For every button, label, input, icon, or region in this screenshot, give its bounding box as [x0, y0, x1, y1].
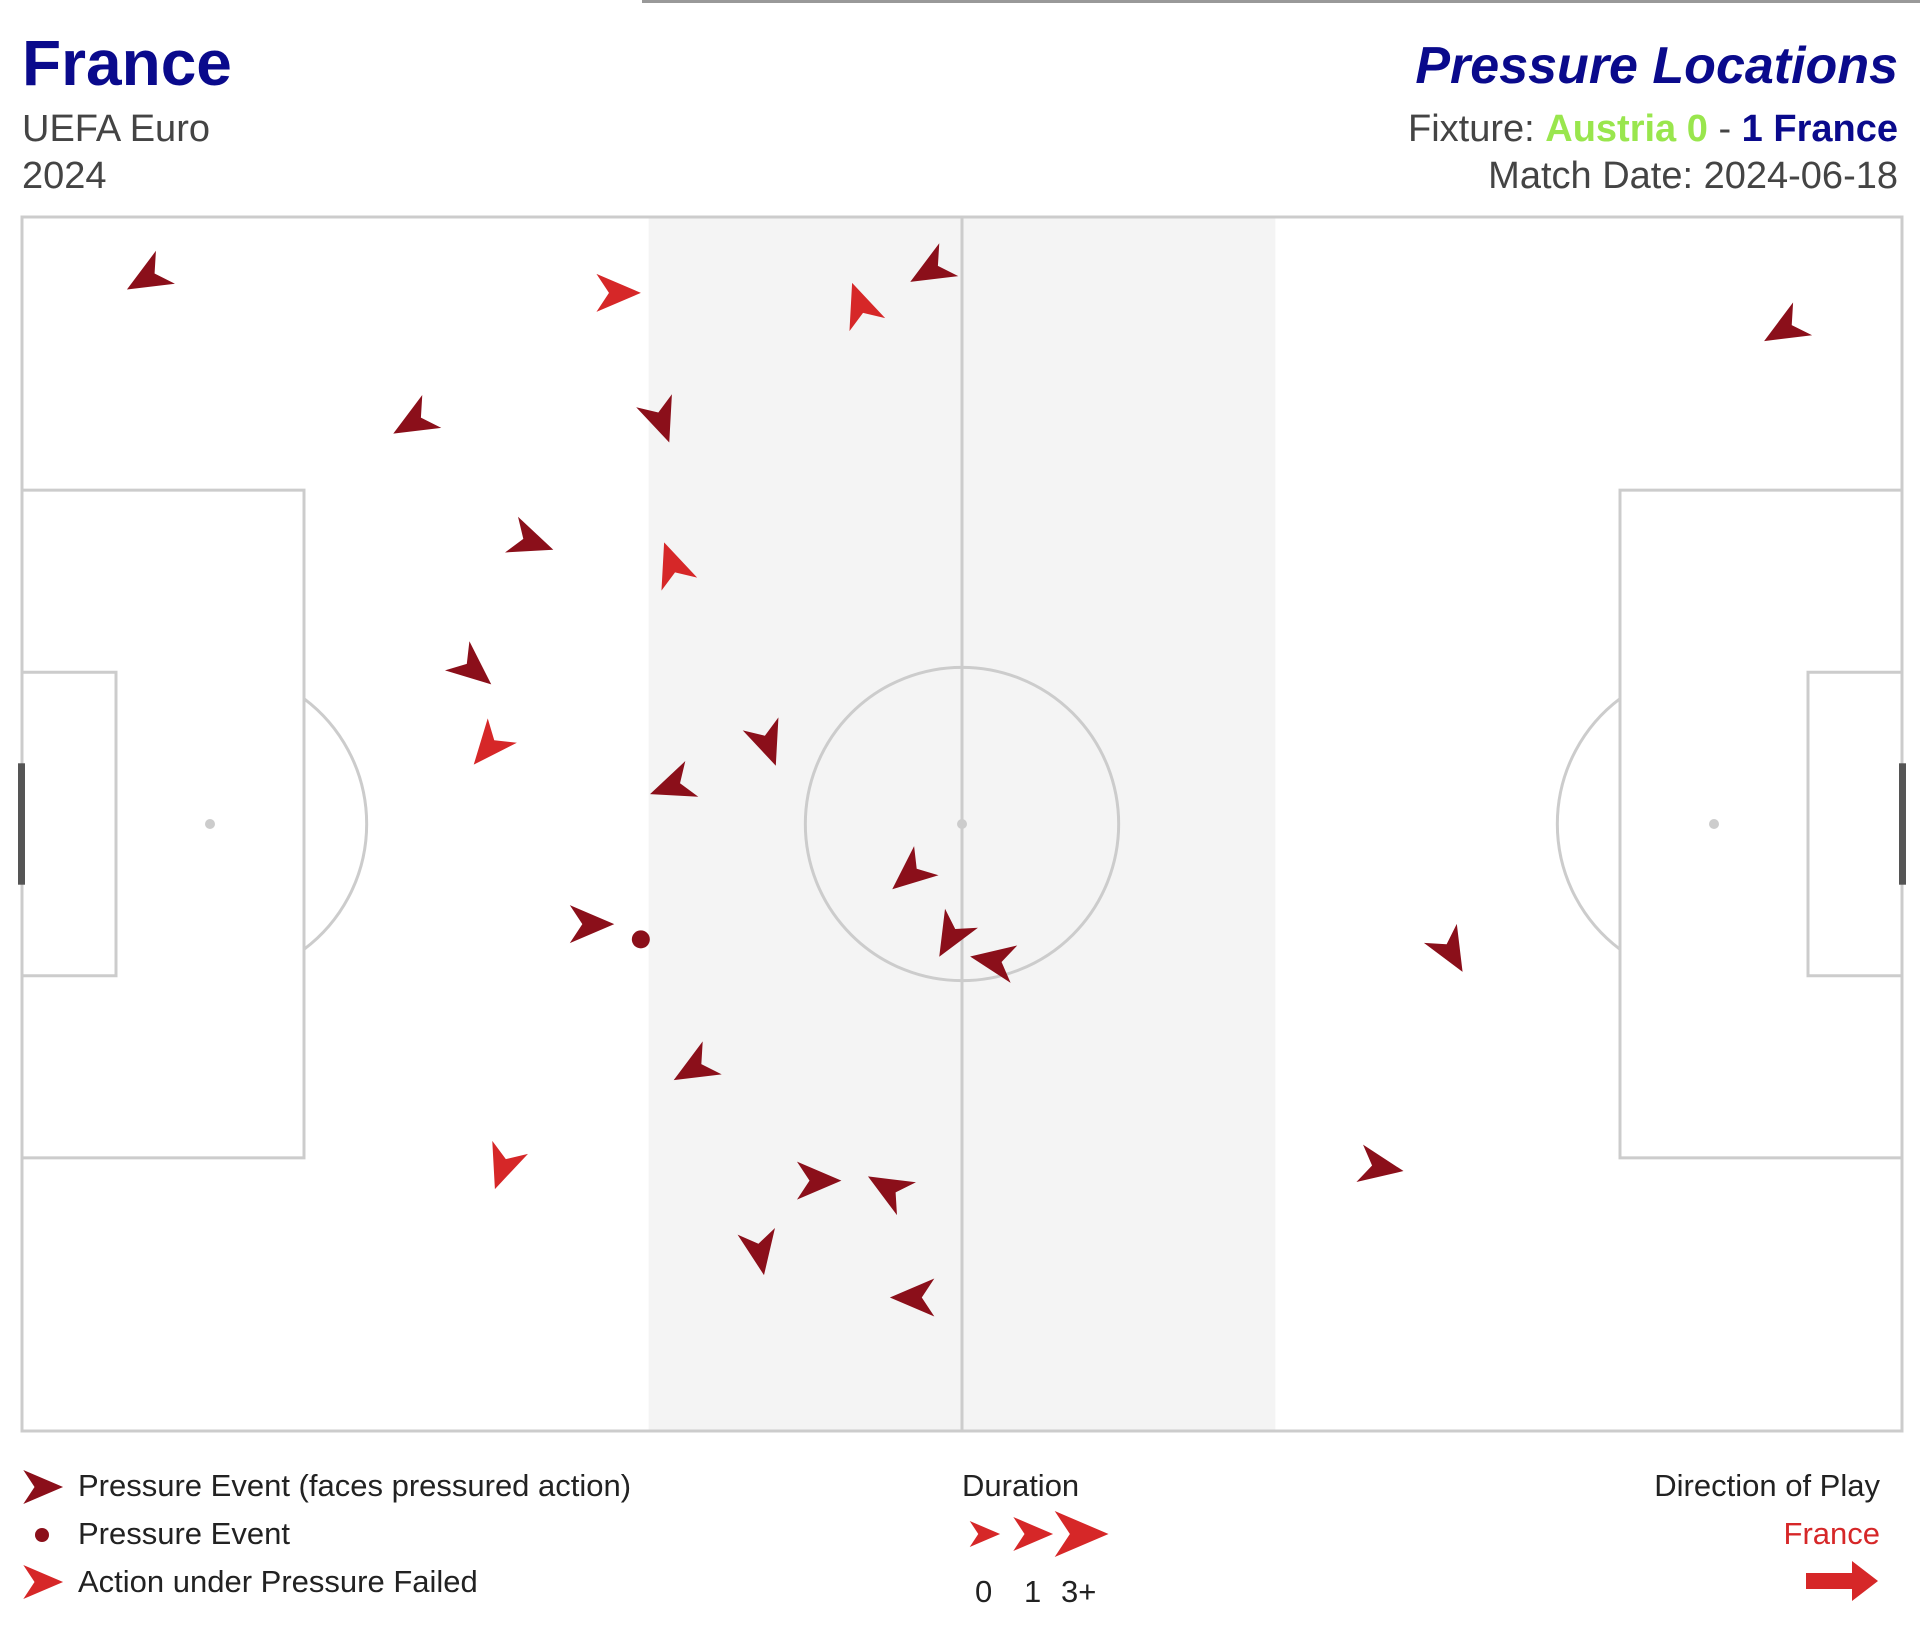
direction-arrow-icon: [1806, 1561, 1878, 1601]
pressure-arrow-3: [849, 282, 886, 332]
plot-title: Pressure Locations: [1415, 37, 1898, 95]
duration-tick-3plus: 3+: [1061, 1574, 1097, 1609]
right-goal: [1899, 763, 1906, 885]
legend-label-action-failed: Action under Pressure Failed: [78, 1564, 478, 1599]
pressure-arrow-23: [1356, 1144, 1404, 1183]
pressure-arrow-7: [505, 516, 554, 553]
right-penalty-arc: [1555, 697, 1621, 951]
duration-icon-medium: [1013, 1517, 1054, 1551]
away-score: 1: [1741, 108, 1763, 150]
home-team: Austria: [1545, 108, 1677, 150]
pressure-arrow-4: [1764, 302, 1813, 342]
centre-spot: [957, 819, 967, 829]
match-date-label: Match Date:: [1488, 155, 1694, 197]
legend-label-pressure-facing: Pressure Event (faces pressured action): [78, 1468, 632, 1503]
left-penalty-box: [20, 488, 306, 1160]
pressure-arrow-5: [393, 394, 442, 434]
season-label: 2024: [22, 155, 107, 197]
right-penalty-spot: [1709, 819, 1719, 829]
direction-title: Direction of Play: [1654, 1468, 1880, 1503]
legend-icons: [23, 1470, 1878, 1601]
pressure-arrow-21: [796, 1161, 842, 1200]
competition-label: UEFA Euro: [22, 108, 210, 150]
duration-icon-small: [969, 1521, 1001, 1547]
duration-tick-0: 0: [975, 1574, 993, 1609]
pressure-arrow-18: [673, 1041, 722, 1081]
pressure-arrow-22: [867, 1176, 916, 1216]
legend-icon-pressure-dot: [35, 1528, 49, 1542]
pressure-arrow-2: [910, 243, 959, 282]
team-title: France: [22, 27, 232, 99]
away-team: France: [1773, 108, 1898, 150]
top-rule: [642, 0, 1920, 3]
score-separator: -: [1718, 108, 1732, 150]
left-penalty-arc: [303, 697, 369, 951]
legend-label-pressure-event: Pressure Event: [78, 1516, 290, 1551]
pitch-markings: [18, 215, 1906, 1433]
pressure-arrow-13: [892, 846, 939, 890]
pressure-arrow-24: [737, 1228, 775, 1276]
pressure-arrow-14: [939, 908, 978, 957]
pressure-events: [126, 243, 1813, 1317]
pressure-arrow-19: [1423, 923, 1463, 972]
home-score: 0: [1686, 108, 1708, 150]
right-penalty-box: [1618, 488, 1904, 1160]
fixture-label: Fixture:: [1408, 108, 1535, 150]
pressure-arrow-1: [596, 273, 641, 312]
pressure-arrow-25: [889, 1278, 935, 1317]
centre-circle: [803, 665, 1121, 983]
legend-icon-pressure-facing: [23, 1470, 64, 1504]
pressure-arrow-16: [569, 905, 615, 944]
duration-tick-1: 1: [1024, 1574, 1042, 1609]
fixture-line: Fixture: Austria 0 - 1 France: [1408, 108, 1898, 151]
left-six-yard-box: [20, 670, 118, 978]
left-goal: [18, 763, 25, 885]
left-penalty-spot: [205, 819, 215, 829]
pressure-arrow-8: [661, 542, 698, 591]
direction-team: France: [1783, 1516, 1880, 1551]
pressure-arrow-11: [742, 717, 779, 766]
duration-icon-large: [1054, 1511, 1109, 1557]
right-six-yard-box: [1806, 670, 1904, 978]
pressure-dot-17: [631, 930, 650, 949]
pressure-arrow-9: [444, 641, 492, 685]
pressure-arrow-0: [126, 250, 175, 290]
match-date: 2024-06-18: [1703, 155, 1898, 197]
pressure-arrow-6: [636, 394, 672, 443]
pressure-arrow-15: [970, 945, 1018, 983]
legend-icon-action-failed: [23, 1565, 64, 1599]
duration-title: Duration: [962, 1468, 1080, 1503]
match-date-line: Match Date: 2024-06-18: [1488, 155, 1898, 198]
pressure-arrow-20: [492, 1140, 528, 1190]
pressure-arrow-10: [473, 718, 517, 765]
pressure-arrow-12: [650, 761, 699, 797]
